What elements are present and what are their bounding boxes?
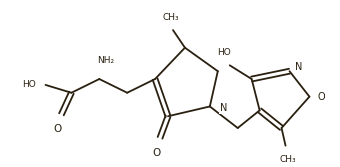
Text: HO: HO (217, 48, 231, 57)
Text: HO: HO (22, 80, 36, 89)
Text: CH₃: CH₃ (279, 155, 296, 164)
Text: N: N (295, 62, 303, 72)
Text: CH₃: CH₃ (163, 13, 179, 22)
Text: O: O (152, 148, 160, 158)
Text: O: O (53, 124, 62, 134)
Text: N: N (220, 103, 227, 113)
Text: NH₂: NH₂ (97, 56, 114, 65)
Text: O: O (318, 92, 325, 102)
